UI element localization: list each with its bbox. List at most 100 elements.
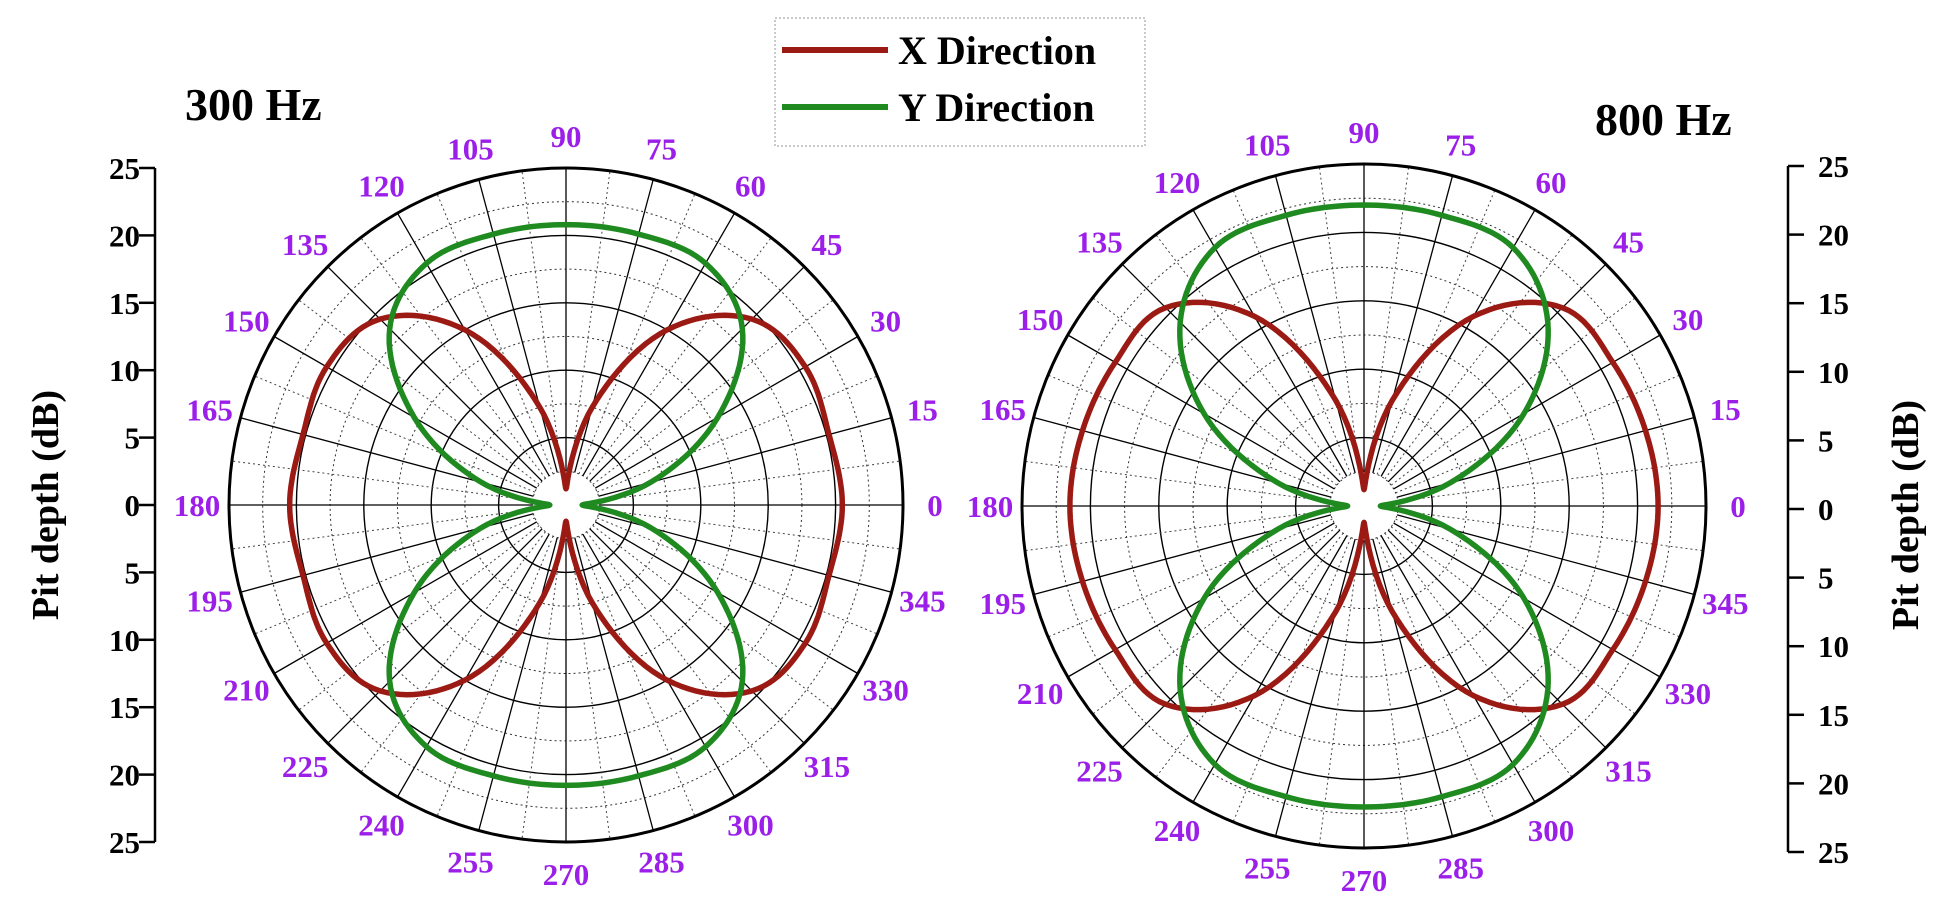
angle-tick-label: 165 <box>186 393 233 428</box>
grid-spoke-minor <box>1318 539 1361 846</box>
series-line-y-direction <box>386 221 746 789</box>
grid-spoke-minor <box>436 535 554 817</box>
grid-spoke-minor <box>569 538 611 840</box>
angle-tick-label: 0 <box>1730 489 1746 524</box>
angle-tick-label: 60 <box>735 168 766 203</box>
y-tick-label: 10 <box>1818 355 1849 390</box>
chart-title: 300 Hz <box>185 79 322 130</box>
angle-tick-label: 15 <box>1710 392 1741 427</box>
grid-spoke <box>1121 263 1341 483</box>
angle-tick-label: 255 <box>1244 850 1291 885</box>
angle-tick-label: 210 <box>1017 676 1064 711</box>
grid-spoke <box>1372 175 1454 474</box>
y-tick-label: 20 <box>109 218 140 253</box>
angle-tick-label: 285 <box>1438 850 1485 885</box>
y-tick-label: 10 <box>1818 629 1849 664</box>
grid-spoke-minor <box>1367 539 1410 846</box>
y-tick-label: 0 <box>125 488 141 523</box>
grid-spoke <box>478 179 558 473</box>
angle-tick-label: 135 <box>1076 225 1123 260</box>
y-tick-label: 0 <box>1818 492 1834 527</box>
angle-tick-label: 105 <box>1244 128 1291 163</box>
legend-box <box>774 17 1146 147</box>
grid-spoke <box>396 212 550 477</box>
grid-spoke-minor <box>1155 532 1344 778</box>
grid-spoke <box>582 533 736 798</box>
grid-spoke <box>273 335 538 489</box>
grid-spoke-minor <box>360 237 546 479</box>
grid-spoke <box>1387 263 1607 483</box>
outer-circle <box>227 166 905 844</box>
grid-spoke-minor <box>521 538 563 840</box>
grid-spoke-minor <box>592 299 834 485</box>
grid-spoke <box>582 212 736 477</box>
grid-spoke-minor <box>599 508 901 550</box>
grid-spoke-minor <box>254 517 536 635</box>
radial-axis: 25 20 15 10 5 0 5 10 15 20 25 <box>1786 149 1849 870</box>
angle-tick-label: 75 <box>1445 128 1476 163</box>
angle-tick-label: 165 <box>979 392 1026 427</box>
angle-tick-label: 240 <box>1154 813 1201 848</box>
angle-tick-label: 30 <box>1672 302 1703 337</box>
angle-tick-label: 270 <box>543 857 590 892</box>
grid-spoke <box>478 537 558 831</box>
grid-spoke <box>594 335 859 489</box>
angle-tick-label: 315 <box>804 749 851 784</box>
angle-tick-label: 300 <box>727 808 774 843</box>
angle-tick-label: 150 <box>1017 302 1064 337</box>
y-tick-label: 20 <box>109 758 140 793</box>
grid-spoke-minor <box>436 193 554 475</box>
grid-spoke-minor <box>1232 537 1352 823</box>
angle-tick-label: 195 <box>979 586 1026 621</box>
grid-spoke-minor <box>596 375 878 493</box>
grid-spoke-minor <box>599 460 901 502</box>
y-tick-label: 20 <box>1818 766 1849 801</box>
angle-tick-label: 180 <box>174 488 221 523</box>
grid-spoke-minor <box>1376 189 1496 475</box>
grid-spoke <box>1274 175 1356 474</box>
angle-tick-label: 60 <box>1536 165 1567 200</box>
grid-spoke <box>1380 209 1536 477</box>
grid-spoke <box>1387 529 1607 749</box>
y-tick-label: 15 <box>109 286 140 321</box>
chart-title: 800 Hz <box>1595 94 1732 145</box>
angle-tick-label: 345 <box>899 584 946 619</box>
grid-spoke-minor <box>1318 166 1361 473</box>
y-tick-label: 10 <box>109 623 140 658</box>
y-tick-label: 5 <box>125 421 141 456</box>
angle-tick-label: 210 <box>223 673 270 708</box>
grid-spoke <box>327 266 543 482</box>
angle-tick-label: 45 <box>1613 225 1644 260</box>
grid-spoke <box>273 521 538 675</box>
legend: X Direction Y Direction <box>774 17 1146 147</box>
legend-entry-x-direction: X Direction <box>898 28 1096 73</box>
angle-tick-label: 120 <box>358 168 405 203</box>
grid-spoke <box>1274 538 1356 837</box>
y-tick-label: 25 <box>1818 149 1849 184</box>
y-tick-label: 25 <box>1818 835 1849 870</box>
grid-spoke-minor <box>1367 166 1410 473</box>
angle-tick-label: 120 <box>1154 165 1201 200</box>
series-line-y-direction <box>1177 202 1551 810</box>
angle-tick-label: 90 <box>1349 115 1380 150</box>
y-tick-label: 5 <box>1818 423 1834 458</box>
grid-spoke-minor <box>231 460 533 502</box>
grid-spoke-minor <box>1047 374 1333 494</box>
grid-spoke-minor <box>1092 526 1338 715</box>
grid-spoke-minor <box>1155 234 1344 480</box>
angle-tick-label: 315 <box>1605 754 1652 789</box>
angle-tick-label: 225 <box>282 749 329 784</box>
grid-spoke-minor <box>1395 518 1681 638</box>
y-tick-label: 20 <box>1818 218 1849 253</box>
grid-spoke <box>589 266 805 482</box>
angle-tick-label: 75 <box>646 132 677 167</box>
angle-tick-label: 330 <box>1665 676 1712 711</box>
grid-spoke <box>1372 538 1454 837</box>
angle-tick-label: 270 <box>1341 863 1388 898</box>
grid-spoke <box>396 533 550 798</box>
grid-spoke-minor <box>586 531 772 773</box>
grid-spoke-minor <box>298 525 540 711</box>
grid-spoke-minor <box>298 299 540 485</box>
